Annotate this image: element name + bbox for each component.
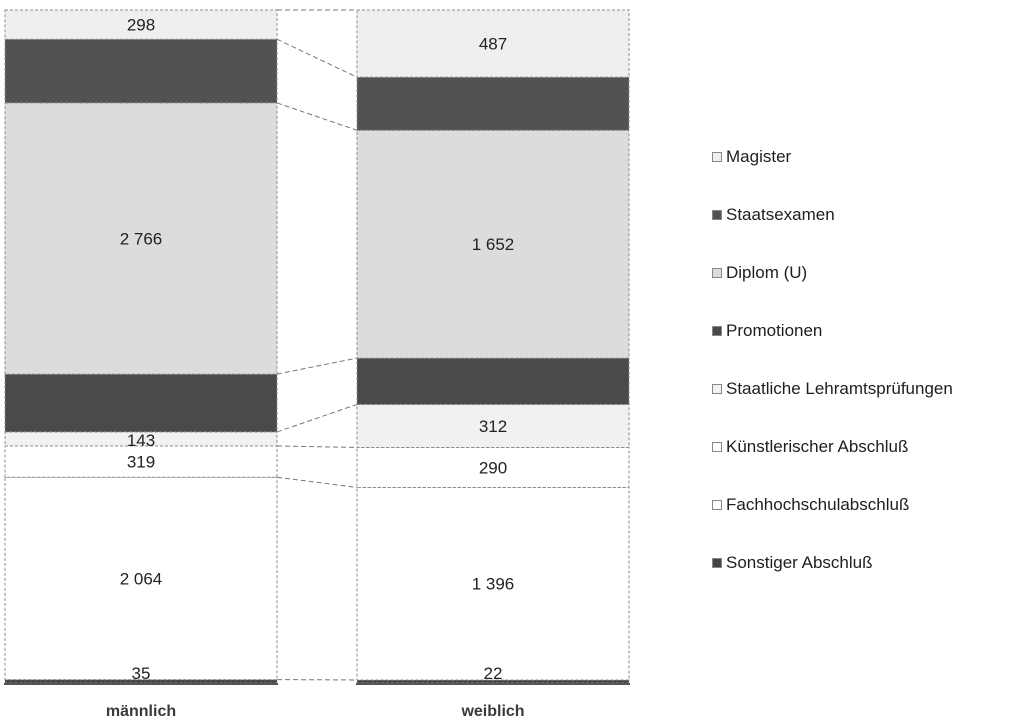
legend-swatch-kuenstlerischer-abschluss [712, 442, 722, 452]
bar-segments [4, 9, 630, 685]
segment-label-staatliche-lehramtspruefungen-maennlich: 143 [127, 431, 155, 450]
segment-label-staatliche-lehramtspruefungen-weiblich: 312 [479, 417, 507, 436]
bar-segment-magister-weiblich [356, 9, 630, 78]
bar-segment-staatsexamen-maennlich [4, 38, 278, 104]
connector-line-kuenstlerischer-abschluss [276, 445, 358, 448]
category-labels: männlich weiblich [106, 703, 525, 720]
bar-segment-kuenstlerischer-abschluss-weiblich [356, 446, 630, 488]
segment-label-diplom-u-maennlich: 2 766 [120, 230, 163, 249]
connector-line-fachhochschulabschluss [276, 476, 358, 488]
legend-swatch-staatsexamen [712, 210, 722, 220]
legend-item-fachhochschulabschluss: Fachhochschulabschluß [712, 476, 953, 534]
segment-label-sonstiger-abschluss-maennlich: 35 [132, 664, 151, 683]
legend-label-diplom-u: Diplom (U) [726, 263, 808, 282]
segment-label-magister-weiblich: 487 [479, 35, 507, 54]
segment-label-diplom-u-weiblich: 1 652 [472, 235, 515, 254]
legend-label-sonstiger-abschluss: Sonstiger Abschluß [726, 553, 873, 572]
series-connector-lines [276, 9, 358, 681]
legend-label-staatliche-lehramtspruefungen: Staatliche Lehramtsprüfungen [726, 379, 953, 398]
segment-label-kuenstlerischer-abschluss-maennlich: 319 [127, 453, 155, 472]
segment-label-fachhochschulabschluss-weiblich: 1 396 [472, 575, 515, 594]
legend-item-staatsexamen: Staatsexamen [712, 186, 953, 244]
legend-label-magister: Magister [726, 147, 792, 166]
bar-segment-staatsexamen-weiblich [356, 76, 630, 131]
category-label-weiblich: weiblich [460, 703, 524, 720]
legend-label-staatsexamen: Staatsexamen [726, 205, 835, 224]
legend-item-magister: Magister [712, 128, 953, 186]
legend-swatch-promotionen [712, 326, 722, 336]
legend-swatch-magister [712, 152, 722, 162]
legend-item-staatliche-lehramtspruefungen: Staatliche Lehramtsprüfungen [712, 360, 953, 418]
bar-segment-promotionen-maennlich [4, 373, 278, 433]
segment-label-kuenstlerischer-abschluss-weiblich: 290 [479, 458, 507, 477]
category-label-maennlich: männlich [106, 703, 176, 720]
legend-item-promotionen: Promotionen [712, 302, 953, 360]
legend: Magister Staatsexamen Diplom (U) Promotione… [712, 128, 953, 592]
connector-line-promotionen [276, 357, 358, 375]
segment-label-sonstiger-abschluss-weiblich: 22 [484, 664, 503, 683]
legend-swatch-staatliche-lehramtspruefungen [712, 384, 722, 394]
legend-swatch-sonstiger-abschluss [712, 558, 722, 568]
bar-segment-diplom-u-weiblich [356, 129, 630, 359]
bar-segment-fachhochschulabschluss-maennlich [4, 476, 278, 681]
connector-line-staatsexamen [276, 38, 358, 78]
connector-line-diplom-u [276, 102, 358, 131]
legend-item-kuenstlerischer-abschluss: Künstlerischer Abschluß [712, 418, 953, 476]
legend-item-diplom-u: Diplom (U) [712, 244, 953, 302]
segment-label-fachhochschulabschluss-maennlich: 2 064 [120, 569, 163, 588]
bar-segment-fachhochschulabschluss-weiblich [356, 486, 630, 681]
segment-label-magister-maennlich: 298 [127, 16, 155, 35]
legend-label-kuenstlerischer-abschluss: Künstlerischer Abschluß [726, 437, 909, 456]
connector-line-staatliche-lehramtspruefungen [276, 403, 358, 433]
bar-segment-promotionen-weiblich [356, 357, 630, 405]
legend-swatch-diplom-u [712, 268, 722, 278]
segment-labels: 35 2 064 319 143 2 766 298 22 1 396 290 312 1 652 4… [120, 16, 515, 683]
legend-item-sonstiger-abschluss: Sonstiger Abschluß [712, 534, 953, 592]
legend-swatch-fachhochschulabschluss [712, 500, 722, 510]
bar-segment-magister-maennlich [4, 9, 278, 40]
legend-label-promotionen: Promotionen [726, 321, 823, 340]
legend-label-fachhochschulabschluss: Fachhochschulabschluß [726, 495, 910, 514]
